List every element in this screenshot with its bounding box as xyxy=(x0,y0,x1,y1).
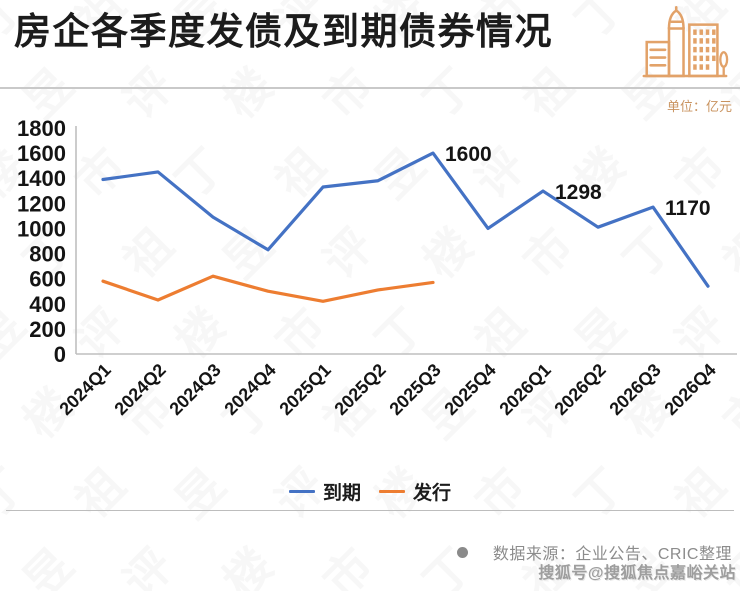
y-tick-label: 1000 xyxy=(17,216,66,241)
y-tick-label: 400 xyxy=(29,292,66,317)
x-tick-label: 2024Q3 xyxy=(165,360,224,419)
y-tick-label: 800 xyxy=(29,242,66,267)
x-tick-label: 2025Q2 xyxy=(330,360,389,419)
x-tick-label: 2025Q4 xyxy=(440,360,499,419)
x-tick-label: 2025Q1 xyxy=(275,360,334,419)
buildings-icon xyxy=(642,5,729,78)
data-source-row: 数据来源：企业公告、CRIC整理 xyxy=(456,540,732,564)
y-tick-label: 1400 xyxy=(17,166,66,191)
legend-label-issuance: 发行 xyxy=(413,483,452,504)
tree-icon xyxy=(719,51,729,76)
y-tick-label: 600 xyxy=(29,267,66,292)
x-tick-label: 2026Q4 xyxy=(660,360,719,419)
sohu-account-watermark: 搜狐号@搜狐焦点嘉峪关站 xyxy=(538,565,736,582)
unit-label: 单位：亿元 xyxy=(666,99,732,114)
y-tick-label: 1200 xyxy=(17,191,66,216)
x-tick-label: 2024Q4 xyxy=(220,360,279,419)
series-line-maturity xyxy=(101,151,710,288)
issuance-line-swatch xyxy=(379,490,405,493)
x-tick-label: 2025Q3 xyxy=(385,360,444,419)
x-tick-label: 2026Q3 xyxy=(605,360,664,419)
legend-item-maturity: 到期 xyxy=(288,478,361,505)
legend-label-maturity: 到期 xyxy=(322,483,361,504)
maturity-line-swatch xyxy=(288,490,315,493)
chart-legend: 到期 发行 xyxy=(0,478,740,505)
data-label: 1600 xyxy=(445,143,492,166)
y-tick-label: 0 xyxy=(54,342,66,367)
series-lines xyxy=(101,151,710,303)
series-line-issuance xyxy=(101,274,435,303)
footer-divider xyxy=(6,510,734,511)
x-axis-tick-labels: 2024Q12024Q22024Q32024Q42025Q12025Q22025… xyxy=(55,360,719,419)
y-tick-label: 1600 xyxy=(17,141,66,166)
data-label: 1170 xyxy=(665,197,711,220)
x-tick-label: 2026Q2 xyxy=(550,360,609,419)
y-tick-label: 1800 xyxy=(17,118,66,141)
data-label: 1298 xyxy=(555,181,602,204)
building-windows xyxy=(693,29,716,70)
x-tick-label: 2024Q1 xyxy=(55,360,114,419)
data-labels: 1600 1298 1170 xyxy=(445,143,711,220)
x-tick-label: 2024Q2 xyxy=(110,360,169,419)
page-title: 房企各季度发债及到期债券情况 xyxy=(14,11,553,52)
bullet-icon xyxy=(456,546,468,558)
y-tick-label: 200 xyxy=(29,317,66,342)
header-divider xyxy=(0,87,740,89)
x-tick-label: 2026Q1 xyxy=(495,360,554,419)
legend-item-issuance: 发行 xyxy=(379,478,451,505)
data-source-text: 数据来源：企业公告、CRIC整理 xyxy=(492,546,732,563)
